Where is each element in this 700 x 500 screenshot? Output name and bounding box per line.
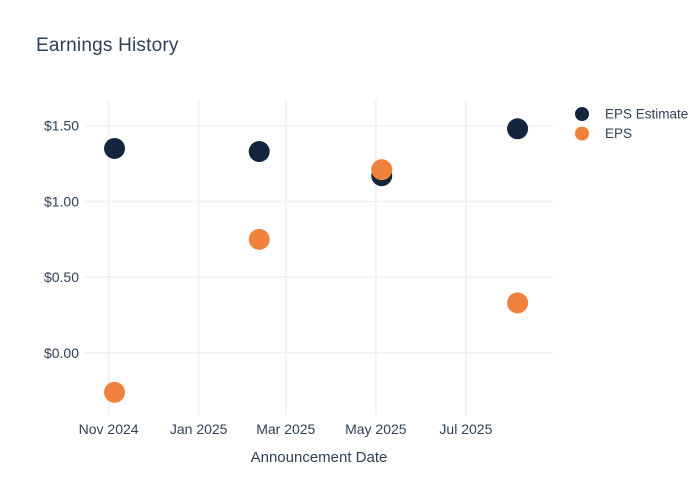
eps-swatch-icon [575, 126, 589, 141]
data-point-eps[interactable] [507, 292, 529, 314]
data-point-eps[interactable] [104, 381, 126, 403]
x-tick-label: May 2025 [345, 421, 407, 437]
x-tick-label: Mar 2025 [256, 421, 315, 437]
chart-title: Earnings History [36, 35, 179, 56]
data-points [104, 118, 529, 403]
x-tick-label: Jan 2025 [170, 421, 228, 437]
x-axis-title: Announcement Date [251, 449, 388, 466]
y-tick-label: $0.50 [44, 269, 79, 285]
y-tick-label: $1.50 [44, 118, 79, 134]
data-point-eps-estimate[interactable] [507, 118, 529, 140]
legend: EPS Estimate EPS [575, 107, 688, 141]
legend-item-eps-estimate[interactable]: EPS Estimate [575, 107, 688, 122]
data-point-eps[interactable] [371, 159, 393, 181]
x-tick-label: Nov 2024 [79, 421, 139, 437]
legend-label-eps: EPS [605, 126, 632, 141]
y-axis-tick-labels: $0.00 $0.50 $1.00 $1.50 [44, 118, 79, 361]
data-point-eps-estimate[interactable] [104, 137, 126, 159]
gridlines [85, 100, 553, 415]
data-point-eps-estimate[interactable] [248, 140, 270, 162]
data-point-eps[interactable] [248, 228, 270, 250]
legend-item-eps[interactable]: EPS [575, 126, 632, 141]
eps-estimate-swatch-icon [575, 107, 589, 121]
x-axis-tick-labels: Nov 2024 Jan 2025 Mar 2025 May 2025 Jul 2025 [79, 421, 493, 437]
y-tick-label: $0.00 [44, 345, 79, 361]
x-tick-label: Jul 2025 [439, 421, 492, 437]
legend-label-eps-estimate: EPS Estimate [605, 107, 688, 122]
y-tick-label: $1.00 [44, 193, 79, 209]
